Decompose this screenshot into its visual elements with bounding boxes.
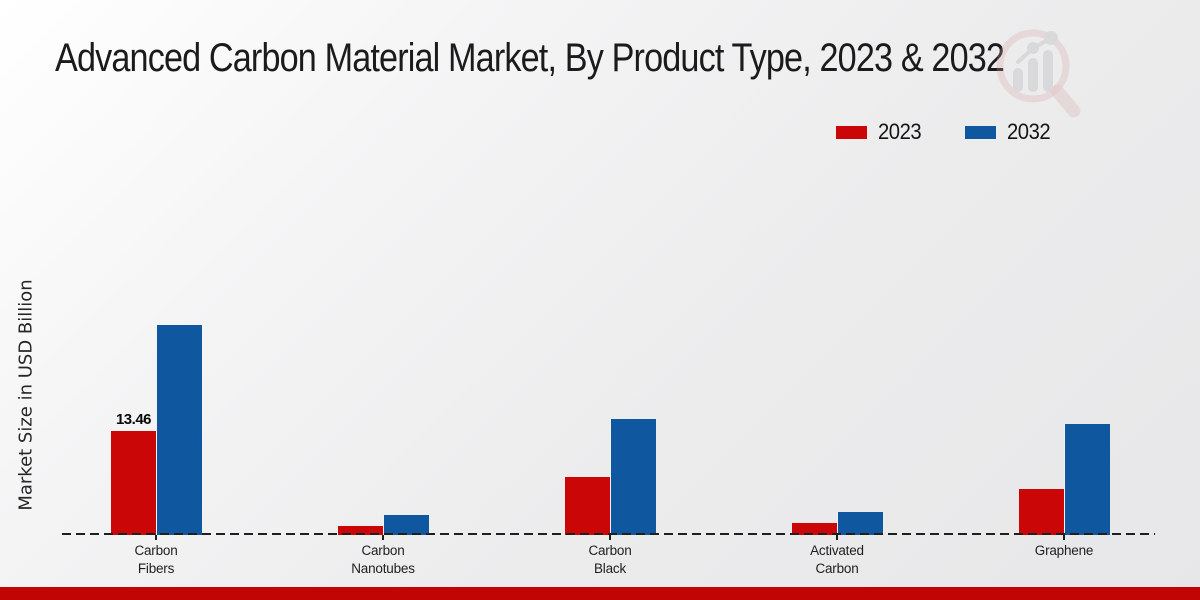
bar-2023-activated-carbon [792, 523, 837, 535]
bar-2032-graphene [1064, 424, 1110, 535]
magnifier-chart-watermark-icon [996, 29, 1081, 118]
x-tick-carbon-fibers [155, 535, 157, 540]
x-axis-label-carbon-fibers: Carbon Fibers [134, 543, 178, 576]
bar-2023-graphene [1019, 489, 1064, 535]
legend: 2023 2032 [836, 119, 1054, 145]
bar-value-label: 13.46 [115, 411, 152, 428]
bar-2023-carbon-fibers [111, 431, 156, 535]
y-axis-label: Market Size in USD Billion [15, 279, 37, 511]
x-tick-carbon-black [609, 535, 611, 540]
x-tick-activated-carbon [836, 535, 838, 540]
legend-swatch-2032 [964, 125, 996, 139]
legend-item-2032: 2032 [964, 119, 1054, 145]
legend-label-2023: 2023 [878, 119, 922, 144]
x-axis-label-graphene: Graphene [1034, 543, 1094, 558]
x-tick-carbon-nanotubes [382, 535, 384, 540]
x-axis-label-activated-carbon: Activated Carbon [810, 543, 864, 576]
legend-label-2032: 2032 [1006, 119, 1051, 144]
bar-2023-carbon-black [565, 477, 610, 535]
bar-2032-carbon-black [610, 419, 656, 535]
x-tick-graphene [1063, 535, 1065, 540]
bar-2023-carbon-nanotubes [338, 526, 383, 535]
legend-swatch-2023 [836, 125, 867, 139]
legend-item-2023: 2023 [836, 119, 925, 145]
chart-title: Advanced Carbon Material Market, By Prod… [55, 36, 1005, 80]
bar-2032-carbon-nanotubes [383, 515, 429, 535]
bar-2032-activated-carbon [837, 512, 883, 535]
bottom-red-band [0, 587, 1200, 600]
x-axis-label-carbon-nanotubes: Carbon Nanotubes [351, 543, 415, 576]
x-axis-label-carbon-black: Carbon Black [588, 543, 632, 576]
x-axis-baseline [62, 533, 1155, 535]
bar-2032-carbon-fibers [156, 325, 202, 535]
